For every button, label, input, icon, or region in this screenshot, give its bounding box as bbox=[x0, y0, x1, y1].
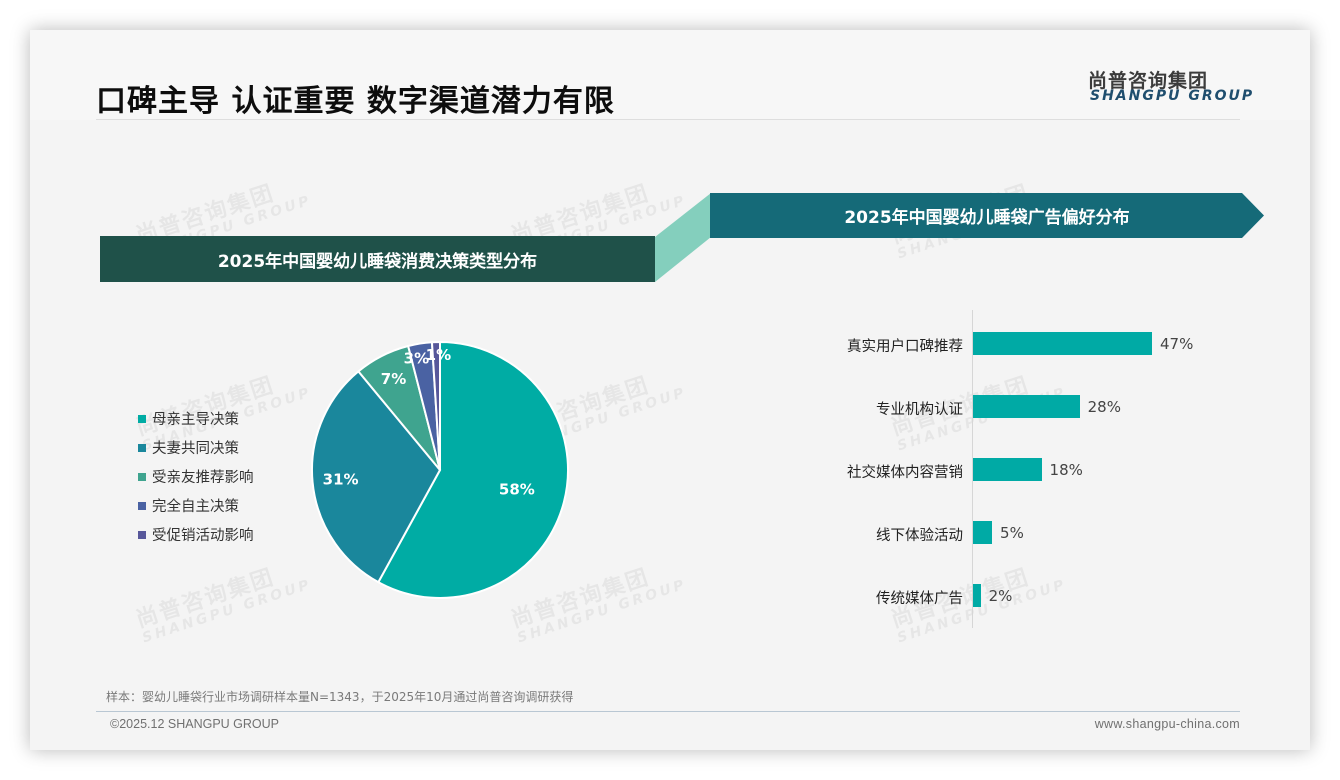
pie-slice bbox=[430, 340, 441, 471]
sample-note: 样本：婴幼儿睡袋行业市场调研样本量N=1343，于2025年10月通过尚普咨询调… bbox=[106, 690, 574, 704]
banner-arrow-shape bbox=[710, 193, 1264, 238]
pie-data-label: 31% bbox=[323, 470, 359, 488]
legend-swatch bbox=[138, 472, 146, 481]
logo-text-cn: 尚普咨询集团 bbox=[1088, 70, 1209, 92]
pie-data-label: 3% bbox=[404, 350, 429, 368]
bar-category-label: 真实用户口碑推荐 bbox=[847, 339, 963, 355]
banner-pie-title: 2025年中国婴幼儿睡袋消费决策类型分布 bbox=[100, 236, 655, 282]
page-title: 口碑主导 认证重要 数字渠道潜力有限 bbox=[96, 84, 615, 119]
slide: 口碑主导 认证重要 数字渠道潜力有限 尚普咨询集团 SHANGPU GROUP … bbox=[30, 30, 1310, 750]
bar-value-label: 18% bbox=[1049, 461, 1083, 479]
footer-divider bbox=[96, 711, 1240, 712]
legend-item: 受亲友推荐影响 bbox=[138, 462, 254, 491]
legend-swatch bbox=[138, 443, 146, 452]
bar-category-label: 线下体验活动 bbox=[876, 528, 963, 544]
logo-text-en: SHANGPU GROUP bbox=[1090, 88, 1255, 104]
banner-pie-title-text: 2025年中国婴幼儿睡袋消费决策类型分布 bbox=[217, 251, 538, 272]
footer-copyright: ©2025.12 SHANGPU GROUP bbox=[110, 717, 279, 731]
legend-item: 完全自主决策 bbox=[138, 491, 254, 520]
footer-url: www.shangpu-china.com bbox=[1094, 717, 1240, 731]
pie-slice bbox=[376, 340, 569, 599]
bar-axis-line bbox=[972, 310, 973, 628]
pie-data-label: 1% bbox=[426, 346, 451, 364]
pie-data-label: 7% bbox=[381, 370, 406, 388]
bar bbox=[973, 395, 1080, 418]
banner-connector bbox=[655, 193, 711, 282]
legend-item: 受促销活动影响 bbox=[138, 520, 254, 549]
pie-legend: 母亲主导决策 夫妻共同决策 受亲友推荐影响 完全自主决策 受促销活动影响 bbox=[138, 404, 254, 549]
legend-swatch bbox=[138, 501, 146, 510]
legend-swatch bbox=[138, 414, 146, 423]
legend-item: 夫妻共同决策 bbox=[138, 433, 254, 462]
banner-bar-title-text: 2025年中国婴幼儿睡袋广告偏好分布 bbox=[844, 208, 1130, 228]
pie-chart: 58% 31% 7% 3%1% bbox=[311, 340, 569, 599]
pie-slice bbox=[311, 369, 442, 584]
bar-category-label: 传统媒体广告 bbox=[876, 591, 963, 607]
legend-item: 母亲主导决策 bbox=[138, 404, 254, 433]
bar-value-label: 28% bbox=[1087, 398, 1121, 416]
bar bbox=[973, 521, 993, 544]
bar bbox=[973, 332, 1152, 355]
bar-value-label: 2% bbox=[988, 587, 1013, 605]
pie-data-label: 58% bbox=[499, 481, 535, 499]
bar bbox=[973, 584, 981, 607]
header-band bbox=[30, 30, 1310, 120]
bar-value-label: 5% bbox=[1000, 524, 1024, 542]
banner-bar-title: 2025年中国婴幼儿睡袋广告偏好分布 bbox=[710, 193, 1264, 238]
bar-value-label: 47% bbox=[1160, 335, 1194, 353]
bar-category-label: 社交媒体内容营销 bbox=[847, 465, 963, 481]
title-divider bbox=[96, 119, 1240, 120]
bar-category-label: 专业机构认证 bbox=[876, 402, 963, 418]
legend-swatch bbox=[138, 530, 146, 539]
bar bbox=[973, 458, 1042, 481]
